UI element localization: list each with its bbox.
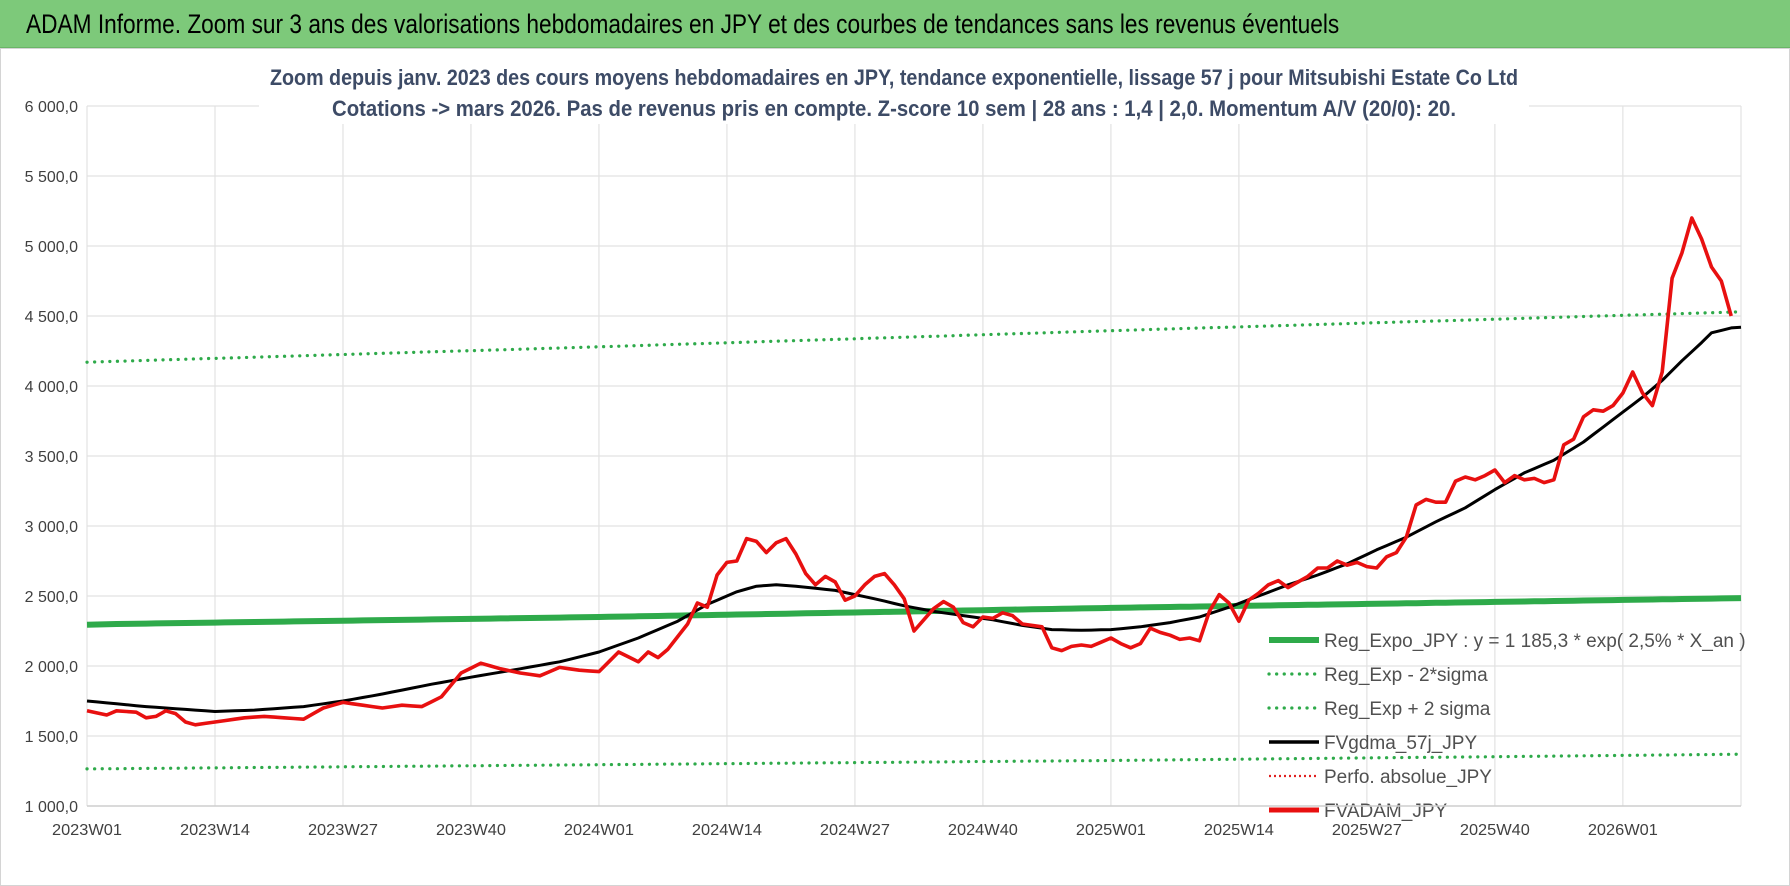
legend-fvgdma-label: FVgdma_57j_JPY: [1324, 733, 1477, 754]
x-tick-label: 2023W40: [436, 822, 506, 839]
y-tick-label: 1 500,0: [25, 729, 78, 746]
series-line-fvgdma: [86, 325, 1742, 713]
y-tick-label: 2 000,0: [25, 659, 78, 676]
y-tick-label: 2 500,0: [25, 589, 78, 606]
report-banner-title: ADAM Informe. Zoom sur 3 ans des valoris…: [26, 9, 1340, 39]
legend: Reg_Expo_JPY : y = 1 185,3 * exp( 2,5% *…: [1267, 631, 1746, 822]
x-tick-label: 2025W01: [1076, 822, 1146, 839]
chart-frame: Reg_Expo_JPY : y = 1 185,3 * exp( 2,5% *…: [0, 48, 1790, 886]
y-tick-label: 1 000,0: [25, 799, 78, 816]
y-tick-label: 6 000,0: [25, 99, 78, 116]
y-tick-label: 5 000,0: [25, 239, 78, 256]
legend-reg-plus-label: Reg_Exp + 2 sigma: [1324, 699, 1491, 720]
legend-fvadam-label: FVADAM_JPY: [1324, 801, 1448, 822]
x-tick-label: 2025W14: [1204, 822, 1274, 839]
band-lines: [85, 310, 1743, 771]
x-tick-label: 2024W40: [948, 822, 1018, 839]
chart-subtitle: Cotations -> mars 2026. Pas de revenus p…: [332, 96, 1456, 121]
x-tick-label: 2023W01: [52, 822, 122, 839]
y-tick-label: 4 000,0: [25, 379, 78, 396]
series-lines: [86, 216, 1742, 727]
y-tick-label: 3 500,0: [25, 449, 78, 466]
x-tick-label: 2025W27: [1332, 822, 1402, 839]
x-tick-label: 2023W14: [180, 822, 250, 839]
x-tick-label: 2023W27: [308, 822, 378, 839]
series-line-lower-band: [85, 752, 1743, 771]
x-tick-label: 2026W01: [1588, 822, 1658, 839]
report-banner: ADAM Informe. Zoom sur 3 ans des valoris…: [0, 0, 1790, 48]
axes: 1 000,0 1 500,0 2 000,0 2 500,0 3 000,0 3 500…: [25, 99, 1741, 839]
x-tick-label: 2024W14: [692, 822, 762, 839]
x-tick-label: 2024W27: [820, 822, 890, 839]
y-tick-label: 5 500,0: [25, 169, 78, 186]
chart-title-block: Zoom depuis janv. 2023 des cours moyens …: [259, 54, 1529, 124]
x-tick-label: 2025W40: [1460, 822, 1530, 839]
legend-perfo-label: Perfo. absolue_JPY: [1324, 767, 1492, 788]
chart-title: Zoom depuis janv. 2023 des cours moyens …: [270, 65, 1518, 90]
legend-reg-expo-label: Reg_Expo_JPY : y = 1 185,3 * exp( 2,5% *…: [1324, 631, 1746, 652]
x-tick-label: 2024W01: [564, 822, 634, 839]
series-line-reg-expo: [86, 595, 1742, 628]
y-tick-label: 3 000,0: [25, 519, 78, 536]
chart-svg: Reg_Expo_JPY : y = 1 185,3 * exp( 2,5% *…: [25, 54, 1746, 839]
legend-reg-minus-label: Reg_Exp - 2*sigma: [1324, 665, 1488, 686]
series-line-fvadam: [86, 216, 1733, 727]
series-line-upper-band: [85, 310, 1743, 364]
y-tick-label: 4 500,0: [25, 309, 78, 326]
